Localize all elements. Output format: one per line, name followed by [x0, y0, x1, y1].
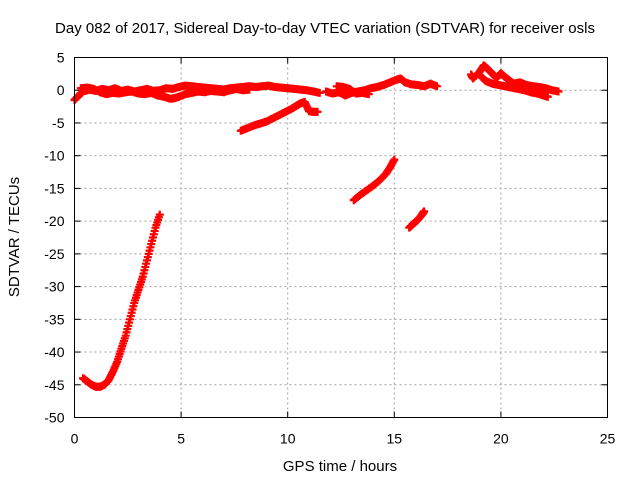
y-tick-label: -10: [44, 148, 64, 164]
x-tick-label: 10: [280, 431, 296, 447]
data-point: [554, 87, 563, 96]
data-series: [405, 207, 429, 232]
data-point: [245, 85, 254, 94]
data-series: [467, 61, 563, 96]
data-point: [364, 90, 373, 99]
x-tick-label: 0: [71, 431, 79, 447]
data-point: [315, 88, 324, 97]
data-point: [543, 92, 552, 101]
x-tick-label: 25: [600, 431, 616, 447]
y-tick-label: -35: [44, 311, 64, 327]
data-point: [432, 82, 441, 91]
data-points: [70, 61, 563, 391]
data-point: [313, 107, 322, 116]
y-axis-label: SDTVAR / TECUs: [6, 177, 23, 297]
y-tick-label: -15: [44, 180, 64, 196]
y-tick-label: -30: [44, 279, 64, 295]
y-tick-label: -40: [44, 344, 64, 360]
y-tick-label: -5: [52, 115, 65, 131]
plot-frame: [74, 57, 608, 418]
y-tick-label: 5: [57, 50, 65, 66]
x-tick-label: 5: [177, 431, 185, 447]
data-series: [236, 98, 322, 135]
x-tick-label: 15: [387, 431, 403, 447]
data-point: [390, 155, 399, 164]
data-point: [155, 210, 164, 219]
tick-labels: 0 5 10 15 20 25-50-45-40-35-30-25-20-15-10-50…: [44, 50, 615, 447]
data-series: [477, 73, 552, 101]
data-series: [349, 155, 399, 205]
y-tick-label: 0: [57, 82, 65, 98]
y-tick-label: -25: [44, 246, 64, 262]
y-tick-label: -50: [44, 410, 64, 426]
data-series: [76, 83, 254, 103]
y-tick-label: -20: [44, 213, 64, 229]
chart-title: Day 082 of 2017, Sidereal Day-to-day VTE…: [55, 20, 595, 37]
y-tick-label: -45: [44, 377, 64, 393]
data-point: [420, 207, 429, 216]
grid: [74, 57, 608, 418]
x-axis-label: GPS time / hours: [283, 458, 397, 475]
x-tick-label: 20: [493, 431, 509, 447]
data-series: [332, 82, 373, 99]
data-series: [79, 210, 164, 391]
